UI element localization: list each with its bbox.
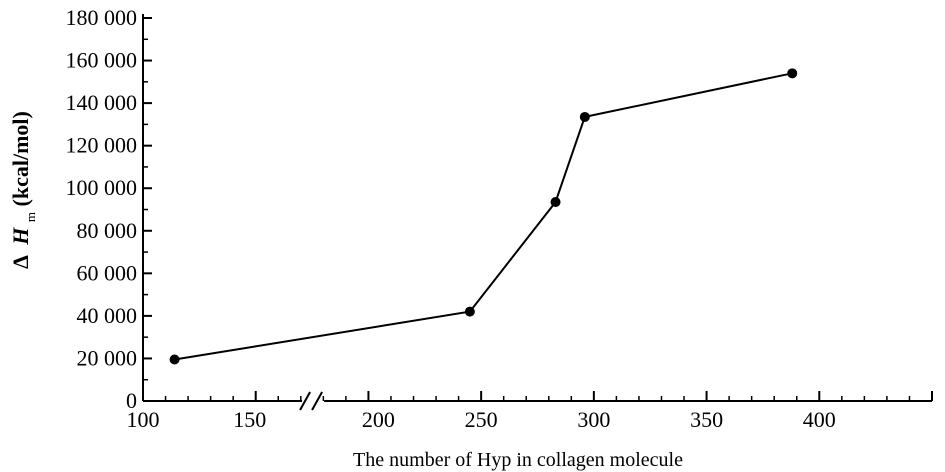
x-axis-break-mark [311, 391, 323, 411]
x-axis-title: The number of Hyp in collagen molecule [353, 449, 683, 471]
y-tick-label: 180 000 [66, 5, 138, 30]
data-point [550, 197, 561, 208]
y-axis-title-unit: (kcal/mol) [8, 111, 33, 206]
x-axis-break-gap [302, 399, 325, 404]
data-point [579, 111, 590, 122]
x-tick-label: 400 [803, 407, 836, 432]
x-tick-label: 100 [127, 407, 160, 432]
y-tick-label: 60 000 [77, 260, 138, 285]
x-tick-label: 250 [465, 407, 498, 432]
y-axis-title-variable: H [8, 227, 33, 246]
plot-area: 0 20 000 40 000 60 000 80 000 100 000 120 000 1… [66, 5, 933, 432]
axes [142, 14, 932, 411]
y-tick-label: 80 000 [77, 218, 138, 243]
x-tick-label: 200 [362, 407, 395, 432]
y-tick-label: 0 [126, 388, 137, 413]
y-axis-title-subscript: m [23, 212, 38, 222]
y-axis-ticks: 0 20 000 40 000 60 000 80 000 100 000 120 000 1… [66, 5, 152, 413]
x-tick-label: 300 [577, 407, 610, 432]
y-tick-label: 20 000 [77, 345, 138, 370]
y-tick-label: 140 000 [66, 90, 138, 115]
y-tick-label: 160 000 [66, 48, 138, 73]
series-layer [169, 68, 798, 365]
data-point [169, 354, 180, 365]
y-axis-title: Δ H m (kcal/mol) [8, 111, 40, 269]
data-point [464, 306, 475, 317]
y-tick-label: 40 000 [77, 303, 138, 328]
y-tick-label: 100 000 [66, 175, 138, 200]
x-axis-ticks: 100 150 200 250 300 350 400 [127, 391, 933, 432]
y-axis-title-delta: Δ [8, 255, 33, 269]
x-axis-break-mark [299, 391, 311, 411]
data-point [787, 68, 798, 79]
x-tick-label: 150 [233, 407, 266, 432]
x-tick-label: 350 [690, 407, 723, 432]
y-tick-label: 120 000 [66, 133, 138, 158]
series-line [174, 72, 793, 361]
